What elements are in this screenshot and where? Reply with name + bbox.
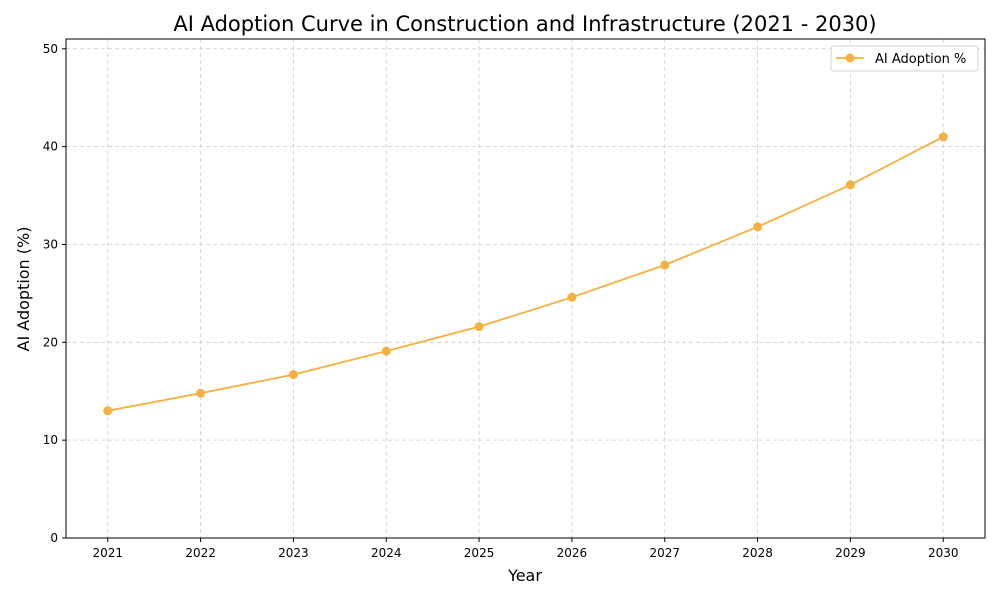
y-tick-label: 20 (43, 335, 58, 349)
x-tick-label: 2022 (185, 546, 216, 560)
x-tick-label: 2030 (928, 546, 959, 560)
y-tick-label: 50 (43, 42, 58, 56)
data-point (288, 370, 298, 380)
legend: AI Adoption % (830, 45, 979, 72)
x-tick-label: 2021 (92, 546, 123, 560)
data-point (196, 388, 206, 398)
data-point (474, 322, 484, 332)
x-axis-label: Year (507, 566, 542, 585)
data-point (845, 180, 855, 190)
x-tick-label: 2027 (649, 546, 680, 560)
x-tick-label: 2024 (371, 546, 402, 560)
y-tick-label: 30 (43, 237, 58, 251)
plot-frame (65, 38, 986, 539)
data-point (753, 222, 763, 232)
x-tick-label: 2025 (464, 546, 495, 560)
chart-title: AI Adoption Curve in Construction and In… (173, 12, 876, 36)
data-point (381, 346, 391, 356)
x-tick-label: 2026 (557, 546, 588, 560)
data-point (567, 292, 577, 302)
data-point (103, 406, 113, 416)
series-line (107, 136, 944, 412)
data-point (660, 260, 670, 270)
y-tick-label: 10 (43, 433, 58, 447)
legend-marker (845, 53, 855, 63)
y-axis-label: AI Adoption (%) (14, 227, 33, 352)
x-tick-label: 2029 (835, 546, 866, 560)
data-point (938, 132, 948, 142)
x-tick-label: 2028 (742, 546, 773, 560)
legend-box (830, 45, 979, 72)
x-tick-label: 2023 (278, 546, 309, 560)
y-tick-label: 0 (50, 531, 58, 545)
legend-label: AI Adoption % (875, 52, 966, 67)
y-tick-label: 40 (43, 140, 58, 154)
